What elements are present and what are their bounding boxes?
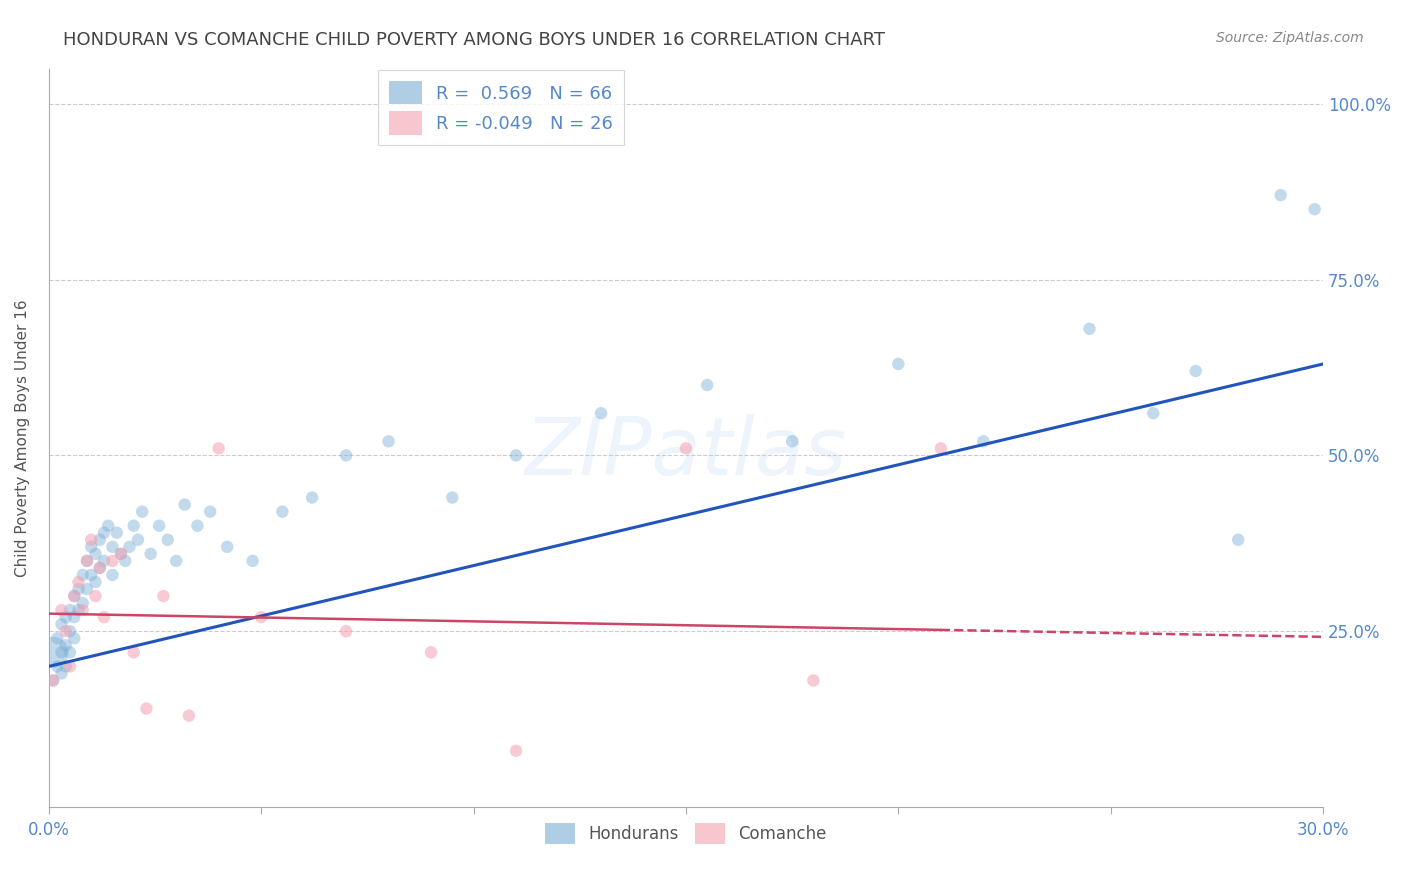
Point [250,610,273,624]
Point [122,518,145,533]
Point [173,498,195,512]
Point [84,589,107,603]
Point [165,554,187,568]
Point [198,505,221,519]
Point [156,533,179,547]
Point [177,708,200,723]
Point [93,525,115,540]
Point [696,378,718,392]
Point [441,491,464,505]
Point [63,610,86,624]
Point [84,547,107,561]
Point [42,673,65,688]
Text: ZIPatlas: ZIPatlas [524,414,846,491]
Point [675,442,697,456]
Point [72,603,94,617]
Point [42,673,65,688]
Point [589,406,612,420]
Point [217,540,239,554]
Point [127,533,149,547]
Point [105,525,128,540]
Point [1303,202,1326,217]
Point [59,624,82,639]
Point [887,357,910,371]
Point [1078,322,1101,336]
Point [51,645,73,659]
Point [242,554,264,568]
Point [59,603,82,617]
Point [114,554,136,568]
Point [335,624,357,639]
Point [63,589,86,603]
Point [780,434,803,449]
Point [59,659,82,673]
Point [89,561,111,575]
Point [76,554,98,568]
Point [93,554,115,568]
Point [122,645,145,659]
Point [55,659,77,673]
Point [55,638,77,652]
Point [110,547,132,561]
Point [67,574,90,589]
Point [803,673,825,688]
Point [67,603,90,617]
Point [131,505,153,519]
Point [335,449,357,463]
Point [59,645,82,659]
Point [135,701,157,715]
Point [118,540,141,554]
Point [101,540,124,554]
Point [67,582,90,596]
Point [76,582,98,596]
Point [1142,406,1164,420]
Point [51,603,73,617]
Point [42,645,65,659]
Point [80,533,103,547]
Point [148,518,170,533]
Point [1270,188,1292,202]
Point [51,666,73,681]
Text: Source: ZipAtlas.com: Source: ZipAtlas.com [1216,31,1364,45]
Point [208,442,231,456]
Point [51,617,73,632]
Point [55,624,77,639]
Point [505,449,527,463]
Point [1227,533,1250,547]
Point [186,518,208,533]
Text: HONDURAN VS COMANCHE CHILD POVERTY AMONG BOYS UNDER 16 CORRELATION CHART: HONDURAN VS COMANCHE CHILD POVERTY AMONG… [63,31,886,49]
Point [301,491,323,505]
Point [89,533,111,547]
Point [110,547,132,561]
Point [929,442,952,456]
Point [139,547,162,561]
Point [84,574,107,589]
Point [93,610,115,624]
Point [505,744,527,758]
Y-axis label: Child Poverty Among Boys Under 16: Child Poverty Among Boys Under 16 [15,299,30,576]
Point [72,568,94,582]
Point [63,632,86,646]
Point [80,540,103,554]
Point [97,518,120,533]
Point [420,645,443,659]
Point [46,659,69,673]
Point [72,596,94,610]
Point [1184,364,1206,378]
Point [46,632,69,646]
Point [271,505,294,519]
Point [55,610,77,624]
Point [89,561,111,575]
Point [101,568,124,582]
Point [972,434,994,449]
Point [152,589,174,603]
Point [63,589,86,603]
Point [377,434,399,449]
Point [101,554,124,568]
Point [76,554,98,568]
Legend: Hondurans, Comanche: Hondurans, Comanche [534,813,837,855]
Point [80,568,103,582]
